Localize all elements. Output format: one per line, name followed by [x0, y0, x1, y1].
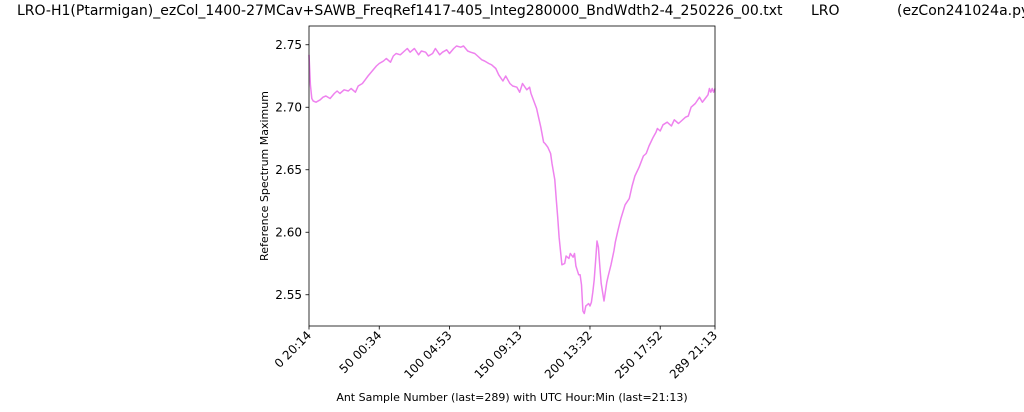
title-script: (ezCon241024a.py) — [897, 3, 1024, 19]
y-tick-label: 2.55 — [275, 288, 302, 302]
title-filename: LRO-H1(Ptarmigan)_ezCol_1400-27MCav+SAWB… — [17, 3, 783, 19]
x-tick-label: 200 13:32 — [542, 328, 595, 381]
y-tick-label: 2.65 — [275, 163, 302, 177]
x-axis-label: Ant Sample Number (last=289) with UTC Ho… — [336, 391, 687, 404]
x-tick-label: 289 21:13 — [667, 328, 720, 381]
x-axis: 0 20:14 50 00:34 100 04:53 150 09:13 200 13:… — [272, 326, 720, 381]
y-axis: 2.55 2.60 2.65 2.70 2.75 — [275, 38, 309, 302]
title-station: LRO — [811, 3, 840, 19]
plot-area — [308, 25, 716, 327]
y-tick-label: 2.70 — [275, 100, 302, 114]
x-tick-label: 0 20:14 — [272, 328, 314, 370]
plot-frame — [308, 25, 716, 327]
x-tick-label: 100 04:53 — [401, 328, 454, 381]
y-axis-label: Reference Spectrum Maximum — [258, 91, 271, 261]
x-tick-label: 150 09:13 — [472, 328, 525, 381]
figure-title: LRO-H1(Ptarmigan)_ezCol_1400-27MCav+SAWB… — [0, 3, 1024, 29]
y-tick-label: 2.75 — [275, 38, 302, 52]
y-tick-label: 2.60 — [275, 225, 302, 239]
x-tick-label: 250 17:52 — [612, 328, 665, 381]
series-line-0 — [308, 45, 716, 315]
x-tick-label: 50 00:34 — [337, 328, 385, 376]
